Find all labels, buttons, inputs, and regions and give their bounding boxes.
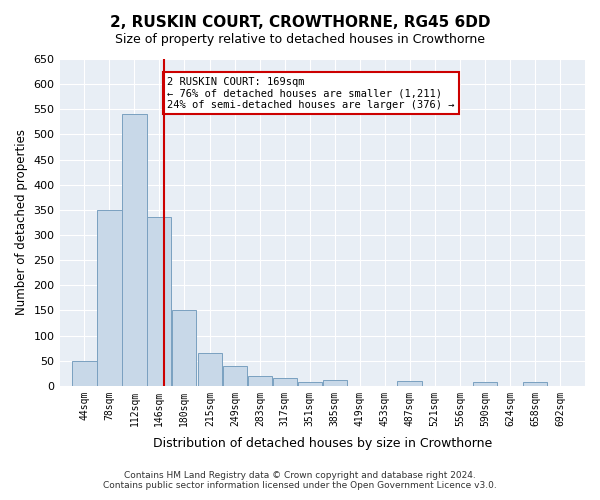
Bar bbox=[122, 114, 146, 386]
Bar bbox=[298, 382, 322, 386]
Bar bbox=[147, 218, 172, 386]
Bar bbox=[223, 366, 247, 386]
Bar bbox=[273, 378, 297, 386]
Text: 2 RUSKIN COURT: 169sqm
← 76% of detached houses are smaller (1,211)
24% of semi-: 2 RUSKIN COURT: 169sqm ← 76% of detached… bbox=[167, 76, 455, 110]
X-axis label: Distribution of detached houses by size in Crowthorne: Distribution of detached houses by size … bbox=[152, 437, 492, 450]
Text: 2, RUSKIN COURT, CROWTHORNE, RG45 6DD: 2, RUSKIN COURT, CROWTHORNE, RG45 6DD bbox=[110, 15, 490, 30]
Bar bbox=[172, 310, 196, 386]
Bar bbox=[323, 380, 347, 386]
Bar bbox=[397, 381, 422, 386]
Bar bbox=[523, 382, 547, 386]
Bar bbox=[97, 210, 122, 386]
Bar bbox=[73, 360, 97, 386]
Bar bbox=[473, 382, 497, 386]
Bar bbox=[198, 353, 222, 386]
Bar bbox=[248, 376, 272, 386]
Text: Contains HM Land Registry data © Crown copyright and database right 2024.
Contai: Contains HM Land Registry data © Crown c… bbox=[103, 470, 497, 490]
Text: Size of property relative to detached houses in Crowthorne: Size of property relative to detached ho… bbox=[115, 32, 485, 46]
Y-axis label: Number of detached properties: Number of detached properties bbox=[15, 130, 28, 316]
